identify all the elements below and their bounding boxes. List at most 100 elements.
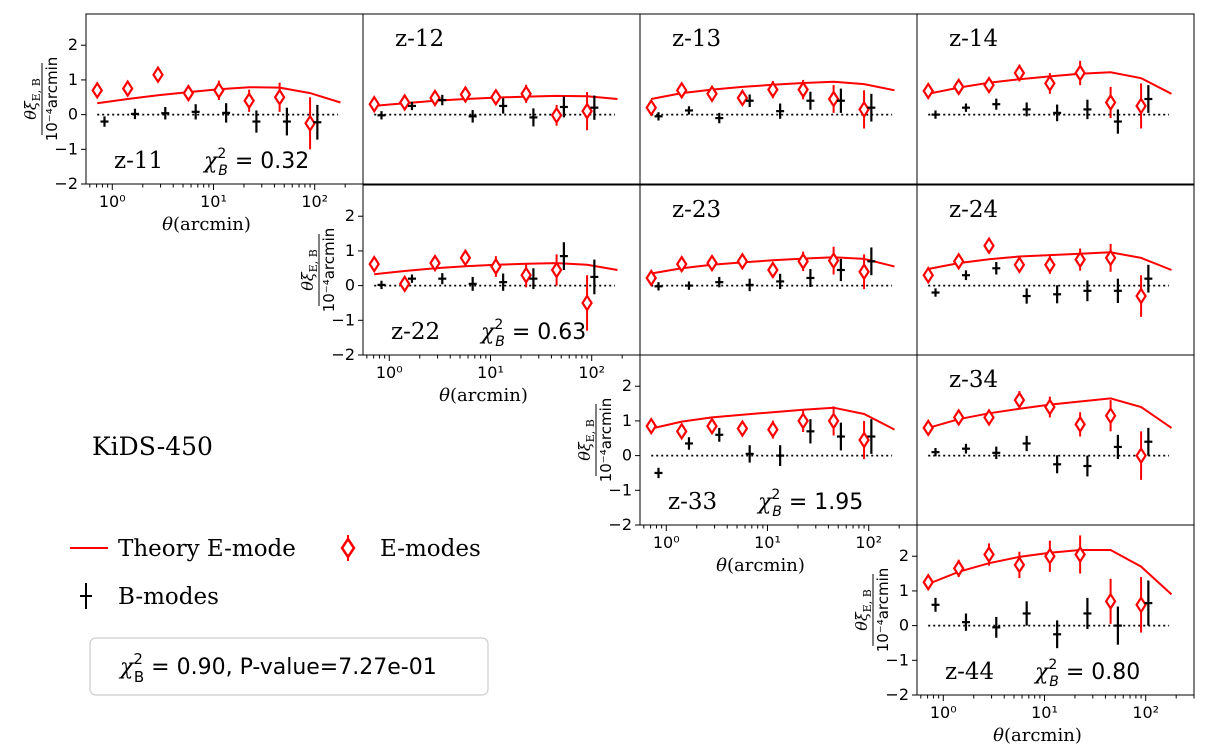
emode-point <box>797 409 809 433</box>
y-axis-label: θξE, B 10⁻⁴arcmin <box>298 228 338 313</box>
emode-point <box>152 65 164 84</box>
bmode-point <box>559 242 568 270</box>
emode-point <box>1074 535 1086 574</box>
x-tick-label: 10⁰ <box>99 192 126 211</box>
y-tick-label: 0 <box>68 105 78 124</box>
panel-34: z-34 <box>916 354 1195 526</box>
emode-point <box>1013 391 1026 410</box>
emode-point <box>1074 60 1086 86</box>
emode-point <box>368 255 381 274</box>
panel-13: z-13 <box>639 13 918 185</box>
bmode-point <box>559 96 568 118</box>
bmode-point <box>130 108 139 120</box>
bmode-point <box>1144 427 1153 456</box>
emode-point <box>550 254 563 286</box>
bmode-point <box>529 268 538 290</box>
emode-point <box>858 420 870 460</box>
emode-point <box>1013 63 1026 83</box>
emode-point <box>952 408 965 427</box>
y-tick-label: 0 <box>899 616 909 635</box>
bmode-point <box>776 273 785 290</box>
bmode-point <box>1053 455 1062 474</box>
emode-point <box>922 573 935 592</box>
emode-point <box>736 252 749 271</box>
y-tick-label: 1 <box>345 241 355 260</box>
emode-point <box>858 90 870 129</box>
bmode-point <box>715 112 724 124</box>
y-tick-label: 2 <box>899 546 909 565</box>
theory-curve <box>928 251 1172 271</box>
bmode-point <box>806 268 815 287</box>
summary-box: χ2 B = 0.90, P-value=7.27e-01 <box>89 637 489 696</box>
bmode-point <box>313 104 322 140</box>
emode-point <box>767 420 779 439</box>
emode-point <box>922 266 935 285</box>
bmode-point <box>191 104 200 120</box>
bmode-point <box>529 108 538 127</box>
panel-chi2: χ2 B = 0.32 <box>202 146 309 179</box>
panel-11: z-11 χ2 B = 0.32 −2 −1 0 1 2 θξE, B 10⁻⁴arcmin 10⁰… <box>21 13 364 235</box>
bmode-point <box>499 98 508 114</box>
emode-point <box>983 408 995 427</box>
summary-text: χ2 B = 0.90, P-value=7.27e-01 <box>118 650 437 686</box>
emode-point <box>797 79 809 100</box>
y-tick-label: 2 <box>345 206 355 225</box>
bmode-point <box>438 94 447 106</box>
panel-label: z-33 <box>668 489 717 515</box>
x-tick-label: 10² <box>301 192 328 211</box>
legend-bmodes-label: B-modes <box>118 584 219 610</box>
bmode-point <box>806 419 815 444</box>
bmode-point <box>684 106 693 115</box>
emode-point <box>1074 248 1086 271</box>
y-tick-label: −2 <box>608 515 632 534</box>
bmode-point <box>1144 580 1153 626</box>
bmode-point <box>377 280 386 290</box>
panel-label: z-44 <box>945 659 994 685</box>
svg-text:10⁻⁴arcmin: 10⁻⁴arcmin <box>320 228 338 313</box>
panel-22: z-22 χ2 B = 0.63 −2 −1 0 1 2 θξE, B 10⁻⁴arcmin 10⁰… <box>298 184 641 406</box>
bmode-point <box>468 110 477 123</box>
emode-point <box>736 419 749 438</box>
bmode-point <box>776 445 785 467</box>
bmode-point <box>992 98 1001 110</box>
bmode-point <box>961 103 970 112</box>
bmode-point <box>282 107 291 136</box>
bmode-point <box>377 111 386 120</box>
bmode-point <box>1144 264 1153 293</box>
panel-label: z-22 <box>391 319 440 345</box>
emode-point <box>922 81 935 101</box>
emode-point <box>797 251 809 272</box>
emode-point <box>1044 540 1056 572</box>
x-tick-label: 10⁰ <box>376 363 403 382</box>
emode-point <box>827 246 840 275</box>
bmode-point <box>1022 601 1031 626</box>
emode-point <box>706 84 718 103</box>
theory-curve <box>651 256 895 275</box>
emode-point <box>91 81 104 100</box>
y-tick-label: 2 <box>622 376 632 395</box>
emode-point <box>490 88 502 107</box>
y-tick-label: 2 <box>68 35 78 54</box>
emode-point <box>429 254 441 273</box>
svg-text:θξE, B: θξE, B <box>298 249 320 291</box>
legend-emodes-label: E-modes <box>380 536 481 562</box>
y-tick-label: −1 <box>885 650 909 669</box>
y-tick-label: −2 <box>331 345 355 364</box>
x-tick-label: 10⁰ <box>930 703 957 722</box>
y-tick-label: 0 <box>622 446 632 465</box>
panel-label: z-13 <box>672 26 721 52</box>
bmode-point <box>684 281 693 290</box>
emode-point <box>706 417 718 436</box>
emode-point <box>243 89 255 112</box>
bmode-point <box>100 116 109 127</box>
panel-12: z-12 <box>362 13 641 185</box>
theory-curve <box>650 406 895 431</box>
emode-point <box>675 81 688 100</box>
bmode-point <box>836 422 845 451</box>
x-axis-label: θ(arcmin) <box>993 725 1082 746</box>
emode-point <box>827 85 840 113</box>
bmode-point <box>867 93 876 122</box>
bmode-point <box>745 278 754 292</box>
emode-point <box>429 88 441 107</box>
